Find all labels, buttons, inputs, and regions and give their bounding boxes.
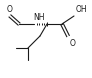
Text: OH: OH xyxy=(75,5,87,14)
Text: NH: NH xyxy=(33,12,45,22)
Text: O: O xyxy=(70,39,76,48)
Text: O: O xyxy=(7,5,13,13)
